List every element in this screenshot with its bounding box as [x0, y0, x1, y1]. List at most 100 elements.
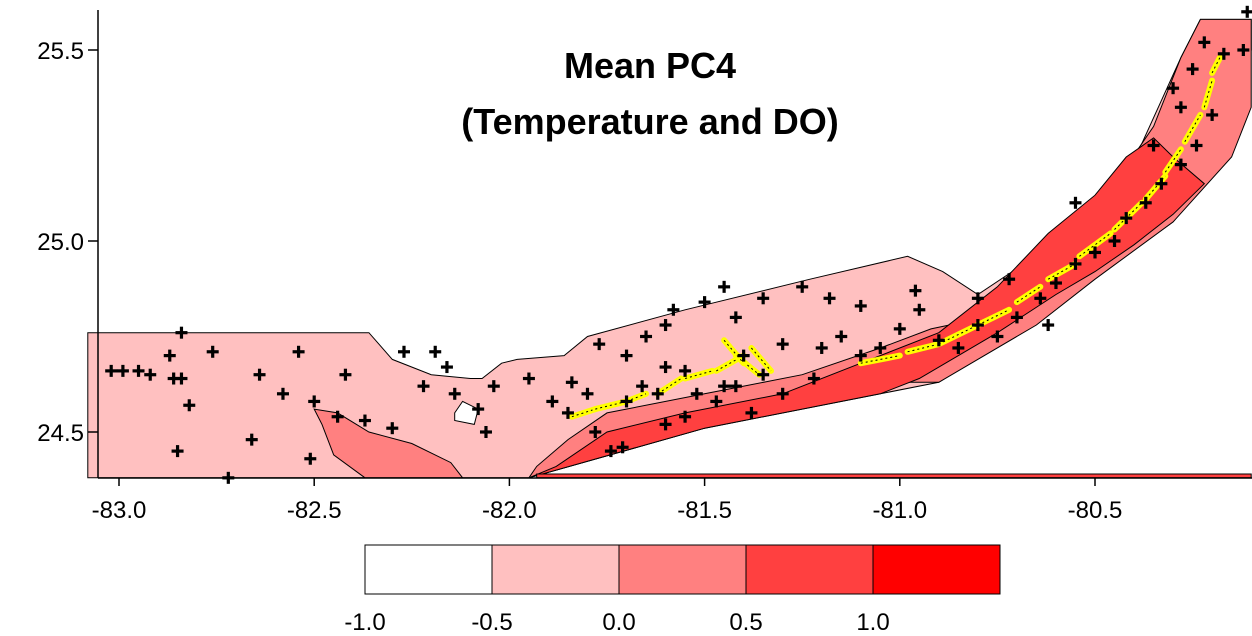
station-marker-73 — [1198, 36, 1211, 49]
station-marker-14 — [276, 387, 289, 400]
station-marker-69 — [1174, 158, 1187, 171]
station-marker-30 — [546, 395, 559, 408]
station-marker-96 — [1003, 273, 1016, 286]
station-marker-54 — [913, 303, 926, 316]
station-marker-84 — [593, 338, 606, 351]
station-marker-32 — [565, 376, 578, 389]
x-tick-label-1: -82.5 — [287, 497, 342, 524]
chart-title: Mean PC4 (Temperature and DO) — [461, 45, 838, 142]
station-marker-63 — [1069, 257, 1082, 270]
station-marker-20 — [358, 414, 371, 427]
title-line-1: Mean PC4 — [564, 45, 736, 86]
station-marker-99 — [1174, 101, 1187, 114]
station-marker-81 — [659, 319, 672, 332]
land-outline-2 — [626, 393, 647, 402]
station-marker-98 — [1147, 139, 1160, 152]
y-tick-label-2: 25.5 — [37, 38, 84, 65]
land-outline-14 — [1047, 263, 1076, 280]
station-marker-19 — [339, 368, 352, 381]
x-tick-label-3: -81.5 — [677, 497, 732, 524]
station-marker-12 — [245, 433, 258, 446]
station-marker-23 — [417, 380, 430, 393]
station-marker-89 — [909, 284, 922, 297]
station-marker-34 — [589, 426, 602, 438]
y-tick-label-1: 25.0 — [37, 229, 84, 256]
station-marker-72 — [1186, 63, 1199, 76]
y-tick-label-0: 24.5 — [37, 420, 84, 447]
station-marker-66 — [1120, 212, 1133, 225]
color-legend: -1.0 -0.5 0.0 0.5 1.0 — [344, 544, 1001, 636]
station-marker-15 — [292, 345, 305, 358]
station-marker-75 — [1237, 44, 1250, 56]
legend-swatch-3 — [745, 544, 874, 595]
land-outline-8 — [723, 339, 744, 364]
station-marker-50 — [835, 330, 848, 343]
land-segment-13 — [1013, 283, 1044, 306]
station-marker-27 — [472, 403, 485, 416]
station-marker-60 — [1034, 292, 1047, 305]
legend-swatch-1 — [491, 544, 620, 595]
station-marker-18 — [331, 410, 344, 423]
station-marker-62 — [1049, 277, 1062, 290]
station-marker-9 — [183, 399, 196, 412]
land-outline-16 — [1114, 202, 1143, 230]
station-marker-40 — [659, 418, 672, 431]
station-marker-64 — [1089, 246, 1101, 259]
station-marker-1 — [116, 364, 129, 377]
legend-label-4: 1.0 — [856, 609, 889, 636]
station-marker-51 — [854, 349, 867, 362]
station-marker-88 — [854, 299, 867, 312]
land-outline-12 — [977, 309, 1010, 326]
station-marker-93 — [659, 361, 672, 374]
station-marker-85 — [718, 280, 731, 293]
station-marker-43 — [710, 395, 723, 408]
station-marker-83 — [620, 349, 633, 362]
land-outline-10 — [907, 343, 939, 353]
station-marker-38 — [636, 380, 649, 393]
station-marker-49 — [815, 341, 828, 354]
legend-label-3: 0.5 — [729, 609, 762, 636]
contour-regions — [87, 18, 1252, 479]
station-marker-91 — [776, 338, 789, 351]
station-marker-7 — [175, 326, 188, 339]
station-marker-37 — [620, 395, 633, 408]
station-marker-95 — [971, 292, 984, 305]
station-marker-87 — [823, 292, 836, 305]
region-level-bottom-strip — [536, 473, 1252, 479]
land-outline-15 — [1079, 232, 1111, 257]
station-marker-58 — [991, 330, 1004, 343]
legend-label-2: 0.0 — [602, 609, 635, 636]
station-marker-36 — [616, 441, 629, 454]
legend-swatch-4 — [872, 544, 1001, 595]
station-marker-2 — [132, 364, 145, 377]
station-marker-56 — [952, 341, 965, 354]
land-masses — [568, 54, 1223, 420]
station-marker-35 — [604, 445, 617, 458]
land-outline-0 — [571, 408, 596, 418]
legend-swatch-0 — [364, 544, 493, 595]
x-tick-label-5: -80.5 — [1068, 497, 1123, 524]
legend-label-0: -1.0 — [344, 609, 385, 636]
station-marker-74 — [1217, 47, 1230, 60]
station-marker-41 — [679, 410, 692, 423]
x-tick-label-0: -83.0 — [92, 497, 147, 524]
station-marker-100 — [1167, 82, 1180, 95]
station-marker-47 — [776, 387, 789, 400]
land-segment-4 — [682, 367, 716, 382]
station-marker-3 — [144, 368, 157, 381]
station-marker-94 — [718, 380, 731, 393]
station-marker-78 — [729, 311, 742, 324]
station-marker-53 — [893, 322, 906, 335]
station-marker-77 — [757, 292, 770, 305]
region-level-low-pocket — [454, 400, 479, 425]
station-marker-0 — [105, 364, 118, 377]
station-marker-10 — [171, 445, 184, 458]
station-marker-45 — [745, 406, 758, 419]
station-marker-46 — [757, 368, 770, 381]
station-marker-71 — [1206, 108, 1219, 121]
station-marker-86 — [796, 280, 809, 293]
station-marker-25 — [440, 361, 453, 374]
station-marker-68 — [1155, 177, 1168, 190]
legend-swatch-2 — [618, 544, 747, 595]
station-marker-39 — [651, 387, 664, 400]
